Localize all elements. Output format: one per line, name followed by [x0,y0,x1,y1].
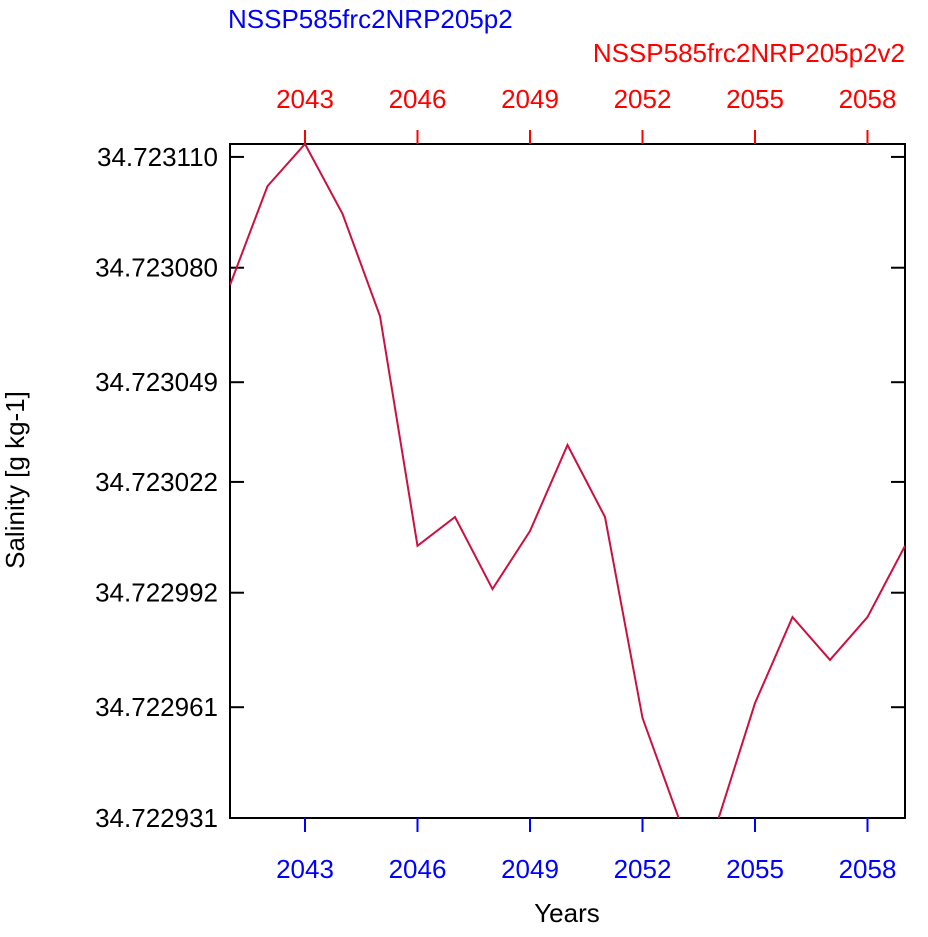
x2-tick-label: 2052 [614,84,672,114]
x-axis-label: Years [534,898,600,928]
chart-title: NSSP585frc2NRP205p2 [228,4,513,34]
x-tick-label: 2046 [389,854,447,884]
y-tick-label: 34.723049 [95,367,218,397]
plot-frame [229,143,906,819]
y-tick-label: 34.723080 [95,253,218,283]
x2-tick-label: 2055 [726,84,784,114]
y-tick-label: 34.722992 [95,578,218,608]
x-tick-label: 2052 [614,854,672,884]
x2-tick-label: 2043 [276,84,334,114]
y-tick-label: 34.723022 [95,467,218,497]
x2-tick-label: 2049 [501,84,559,114]
x-tick-label: 2055 [726,854,784,884]
y-tick-label: 34.723110 [97,142,218,172]
x2-tick-label: 2058 [839,84,897,114]
x-tick-label: 2049 [501,854,559,884]
y-tick-label: 34.722931 [95,803,218,833]
data-line [230,144,905,818]
y-tick-label: 34.722961 [95,692,218,722]
x-tick-label: 2043 [276,854,334,884]
x-tick-label: 2058 [839,854,897,884]
chart-subtitle: NSSP585frc2NRP205p2v2 [593,38,905,68]
y-axis-label: Salinity [g kg-1] [0,391,30,569]
x2-tick-label: 2046 [389,84,447,114]
